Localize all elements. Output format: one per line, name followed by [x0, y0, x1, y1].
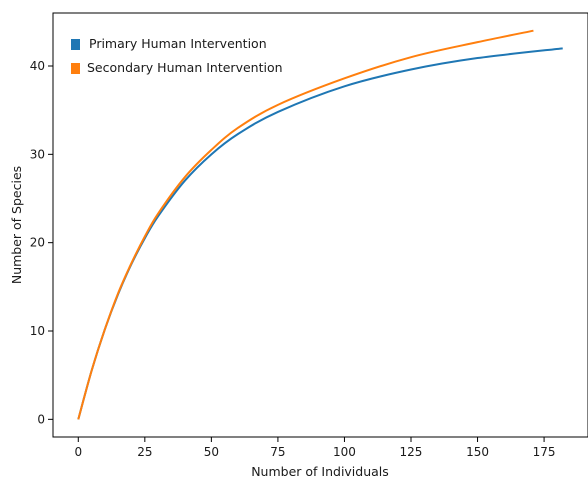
series-line-secondary [77, 29, 534, 420]
x-tick-label: 75 [270, 445, 285, 459]
y-tick-label: 10 [30, 324, 45, 338]
legend-label-secondary: Secondary Human Intervention [87, 60, 283, 75]
legend: Primary Human Intervention Secondary Hum… [71, 36, 283, 75]
y-axis-ticks: 0 10 20 30 40 [30, 59, 53, 426]
legend-swatch-primary [71, 39, 80, 50]
x-tick-label: 100 [333, 445, 356, 459]
y-tick-label: 0 [37, 412, 45, 426]
x-tick-label: 50 [204, 445, 219, 459]
x-tick-label: 25 [137, 445, 152, 459]
x-tick-label: 125 [400, 445, 423, 459]
x-axis-label: Number of Individuals [251, 464, 389, 479]
x-tick-label: 150 [466, 445, 489, 459]
x-tick-label: 0 [74, 445, 82, 459]
series-lines [77, 29, 563, 420]
x-tick-label: 175 [533, 445, 556, 459]
legend-swatch-secondary [71, 63, 80, 74]
legend-label-primary: Primary Human Intervention [89, 36, 267, 51]
y-axis-label: Number of Species [9, 166, 24, 284]
y-tick-label: 20 [30, 236, 45, 250]
plot-frame [52, 12, 588, 438]
y-tick-label: 30 [30, 147, 45, 161]
x-axis-ticks: 0 25 50 75 100 125 150 175 [74, 437, 556, 459]
y-tick-label: 40 [30, 59, 45, 73]
series-line-primary [77, 47, 563, 420]
